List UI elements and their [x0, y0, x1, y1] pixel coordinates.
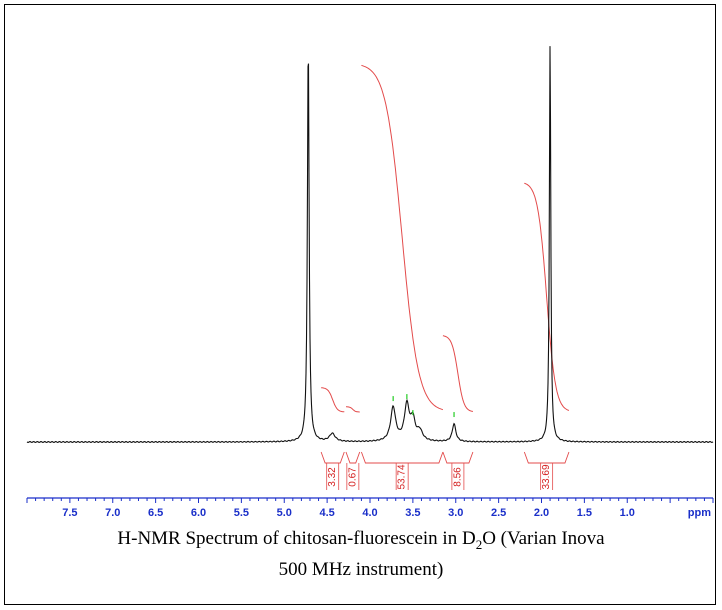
figure-frame: 3.32 0.67 53.74 8.56 33.69 7.5 7.0 6.5 6.0 5.5 5.…	[4, 4, 716, 605]
integral-curves	[320, 64, 570, 413]
integral-bracket-1: 0.67	[345, 451, 361, 490]
spectrum-trace-group	[26, 46, 714, 443]
x-tick-label: 5.5	[234, 507, 249, 519]
caption-line-2: 500 MHz instrument)	[278, 558, 444, 580]
x-tick-label: 7.5	[62, 507, 77, 519]
peak-markers	[392, 394, 455, 418]
x-tick-label: 1.5	[577, 507, 592, 519]
x-axis: 7.5 7.0 6.5 6.0 5.5 5.0 4.5 4.0 3.5 3.0 2.5 2.0 1.5 1…	[26, 497, 714, 519]
caption-text: H-NMR Spectrum of chitosan-fluorescein i…	[117, 528, 476, 549]
integral-value-label: 0.67	[347, 467, 358, 487]
integral-bracket-2: 53.74	[361, 451, 444, 490]
integral-bracket-0: 3.32	[320, 451, 345, 490]
integral-bracket-3: 8.56	[442, 451, 474, 490]
integral-value-label: 8.56	[452, 467, 463, 487]
integral-curve-0	[320, 387, 345, 413]
caption-subscript: 2	[475, 536, 483, 552]
integral-value-label: 33.69	[541, 464, 552, 489]
integral-curve-4	[524, 182, 570, 411]
figure-caption: H-NMR Spectrum of chitosan-fluorescein i…	[5, 526, 717, 582]
x-tick-label: 2.5	[491, 507, 506, 519]
integral-curve-1	[346, 406, 360, 413]
spectrum-trace	[26, 46, 714, 443]
nmr-spectrum-chart: 3.32 0.67 53.74 8.56 33.69 7.5 7.0 6.5 6.0 5.5 5.…	[26, 46, 714, 519]
x-tick-label: 5.0	[277, 507, 292, 519]
integral-brackets: 3.32 0.67 53.74 8.56 33.69	[320, 451, 570, 490]
x-tick-label: 2.0	[534, 507, 549, 519]
caption-text-continued: O (Varian Inova	[482, 528, 605, 549]
x-axis-unit-label: ppm	[688, 507, 711, 519]
x-tick-label: 3.5	[405, 507, 420, 519]
x-tick-label: 4.0	[362, 507, 377, 519]
integral-curve-2	[361, 64, 444, 411]
x-tick-label: 1.0	[620, 507, 635, 519]
x-tick-label: 6.5	[148, 507, 163, 519]
x-tick-label: 6.0	[191, 507, 206, 519]
x-tick-label: 4.5	[319, 507, 334, 519]
x-tick-label: 7.0	[105, 507, 120, 519]
integral-value-label: 53.74	[397, 464, 408, 489]
integral-bracket-4: 33.69	[523, 451, 570, 490]
integral-value-label: 3.32	[327, 467, 338, 487]
x-tick-label: 3.0	[448, 507, 463, 519]
integral-curve-3	[442, 335, 473, 412]
